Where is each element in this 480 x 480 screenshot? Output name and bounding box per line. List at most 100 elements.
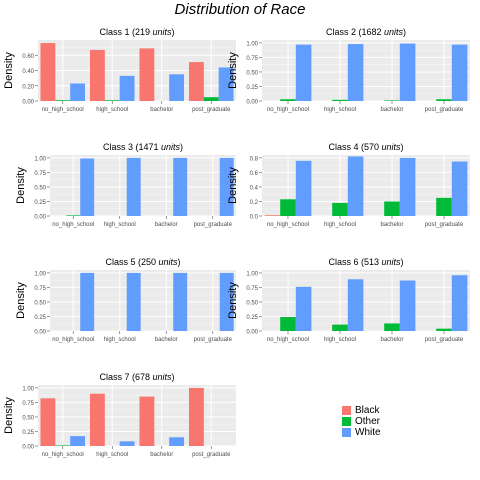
legend-swatch-white xyxy=(342,428,351,437)
panel-3-bar-white-bachelor xyxy=(173,157,188,216)
panel-2-ytick-label: 1.00 xyxy=(246,41,258,47)
panel-1-ytick-label: 0.20 xyxy=(22,84,34,90)
panel-2-ytick-label: 0.00 xyxy=(246,100,258,106)
panel-3-xtick-label: high_school xyxy=(104,222,136,228)
figure-title: Distribution of Race xyxy=(174,1,306,18)
panel-1-ylabel: Density xyxy=(3,52,15,89)
legend-swatch-black xyxy=(342,406,351,415)
panel-6-ytick-label: 1.00 xyxy=(246,271,258,277)
panel-5-xtick-label: bachelor xyxy=(155,337,178,343)
panel-6-bar-other-bachelor xyxy=(384,323,400,331)
panel-6-bar-other-high-school xyxy=(332,324,348,331)
panel-2-ytick-label: 0.75 xyxy=(246,56,258,62)
legend-item-other: Other xyxy=(342,416,381,427)
panel-7-xtick-label: post_graduate xyxy=(192,452,231,458)
panel-4-ytick-label: 0.4 xyxy=(250,185,259,191)
panel-2-title: Class 2 (1682 units) xyxy=(326,27,406,37)
panel-3-bar-white-high-school xyxy=(126,157,141,216)
panel-5-ylabel: Density xyxy=(15,282,27,319)
panel-7-bar-other-no-high-school xyxy=(55,445,71,446)
panel-1-bar-white-high-school xyxy=(119,75,135,101)
panel-3-background xyxy=(50,155,236,216)
panel-7-bar-black-high-school xyxy=(89,393,105,446)
legend-swatch-other xyxy=(342,417,351,426)
panel-7-bar-white-no-high-school xyxy=(70,436,86,446)
panel-7-ytick-label: 0.50 xyxy=(22,415,34,421)
panel-1-bar-black-high-school xyxy=(89,49,105,101)
panel-6-title: Class 6 (513 units) xyxy=(328,257,403,267)
panel-5-xtick-label: no_high_school xyxy=(52,337,94,343)
panel-4-ylabel: Density xyxy=(227,167,239,204)
panel-5-bar-white-bachelor xyxy=(173,272,188,331)
panel-6-bar-white-high-school xyxy=(347,279,364,331)
panel-7-ylabel: Density xyxy=(3,397,15,434)
panel-2-bar-white-bachelor xyxy=(399,43,416,101)
panel-3-bar-white-post-graduate xyxy=(219,157,234,216)
panel-4-bar-other-bachelor xyxy=(384,201,400,216)
panel-4-bar-other-no-high-school xyxy=(280,199,296,216)
panel-4-bar-white-high-school xyxy=(347,156,364,216)
panel-1-title: Class 1 (219 units) xyxy=(99,27,174,37)
panel-4-ytick-label: 0.0 xyxy=(250,215,259,221)
panel-2-bar-white-high-school xyxy=(347,44,364,101)
panel-2-xtick-label: post_graduate xyxy=(425,107,464,113)
panel-5-bar-white-high-school xyxy=(126,272,141,331)
panel-4-title: Class 4 (570 units) xyxy=(328,142,403,152)
panel-3-bar-other-no-high-school xyxy=(66,215,81,216)
panel-1-bar-black-post-graduate xyxy=(188,62,204,101)
panel-4-bar-other-post-graduate xyxy=(436,197,452,216)
panel-6-ytick-label: 0.75 xyxy=(246,286,258,292)
panel-5-xtick-label: high_school xyxy=(104,337,136,343)
panel-2-bar-white-no-high-school xyxy=(295,44,312,101)
panel-6-bar-other-post-graduate xyxy=(436,328,452,331)
panel-2-xtick-label: bachelor xyxy=(380,107,403,113)
panel-7-xtick-label: high_school xyxy=(96,452,128,458)
panel-1-bar-white-post-graduate xyxy=(218,67,234,101)
panel-4-bar-other-high-school xyxy=(332,202,348,216)
panel-3-ytick-label: 0.75 xyxy=(34,171,46,177)
panel-2-ytick-label: 0.25 xyxy=(246,85,258,91)
panel-2-ytick-label: 0.50 xyxy=(246,70,258,76)
panel-5-ytick-label: 0.75 xyxy=(34,286,46,292)
panel-2-background xyxy=(262,40,470,101)
panel-1-ytick-label: 0.00 xyxy=(22,100,34,106)
panel-3-ytick-label: 1.00 xyxy=(34,156,46,162)
panel-4-xtick-label: high_school xyxy=(324,222,356,228)
panel-5-bar-white-post-graduate xyxy=(219,272,234,331)
legend-label-black: Black xyxy=(355,405,380,416)
panel-5-background xyxy=(50,270,236,331)
panel-7-ytick-label: 0.25 xyxy=(22,430,34,436)
panel-5-ytick-label: 0.25 xyxy=(34,315,46,321)
panel-6-ytick-label: 0.00 xyxy=(246,330,258,336)
panel-1-bar-black-bachelor xyxy=(139,48,155,101)
panel-2-bar-white-post-graduate xyxy=(451,44,468,101)
panel-7-bar-black-bachelor xyxy=(139,396,155,446)
panel-6-bar-white-no-high-school xyxy=(295,286,312,331)
panel-5-title: Class 5 (250 units) xyxy=(105,257,180,267)
panel-7-xtick-label: no_high_school xyxy=(42,452,84,458)
panel-3-xtick-label: post_graduate xyxy=(194,222,233,228)
panel-1-bar-white-bachelor xyxy=(169,74,185,101)
panel-7-ytick-label: 0.00 xyxy=(22,445,34,451)
panel-4-bar-white-post-graduate xyxy=(451,161,468,216)
panel-7-ytick-label: 0.75 xyxy=(22,401,34,407)
panel-7-ytick-label: 1.00 xyxy=(22,386,34,392)
panel-7-title: Class 7 (678 units) xyxy=(99,372,174,382)
panel-2-bar-other-no-high-school xyxy=(280,99,296,101)
panel-4-xtick-label: no_high_school xyxy=(267,222,309,228)
panel-3-bar-white-no-high-school xyxy=(80,158,95,216)
panel-6-bar-other-no-high-school xyxy=(280,317,296,331)
panel-1-xtick-label: high_school xyxy=(96,107,128,113)
panel-6-bar-white-bachelor xyxy=(399,280,416,331)
panel-4-bar-white-no-high-school xyxy=(295,160,312,216)
panel-2-bar-other-high-school xyxy=(332,99,348,101)
panel-5-bar-white-no-high-school xyxy=(80,272,95,331)
panel-7-background xyxy=(38,385,236,446)
panel-1-bar-other-no-high-school xyxy=(55,100,71,101)
panel-7-bar-black-post-graduate xyxy=(188,387,204,446)
panel-4-bar-white-bachelor xyxy=(399,157,416,216)
panel-4-xtick-label: post_graduate xyxy=(425,222,464,228)
panel-7-bar-white-bachelor xyxy=(169,437,185,446)
panel-3-title: Class 3 (1471 units) xyxy=(103,142,183,152)
